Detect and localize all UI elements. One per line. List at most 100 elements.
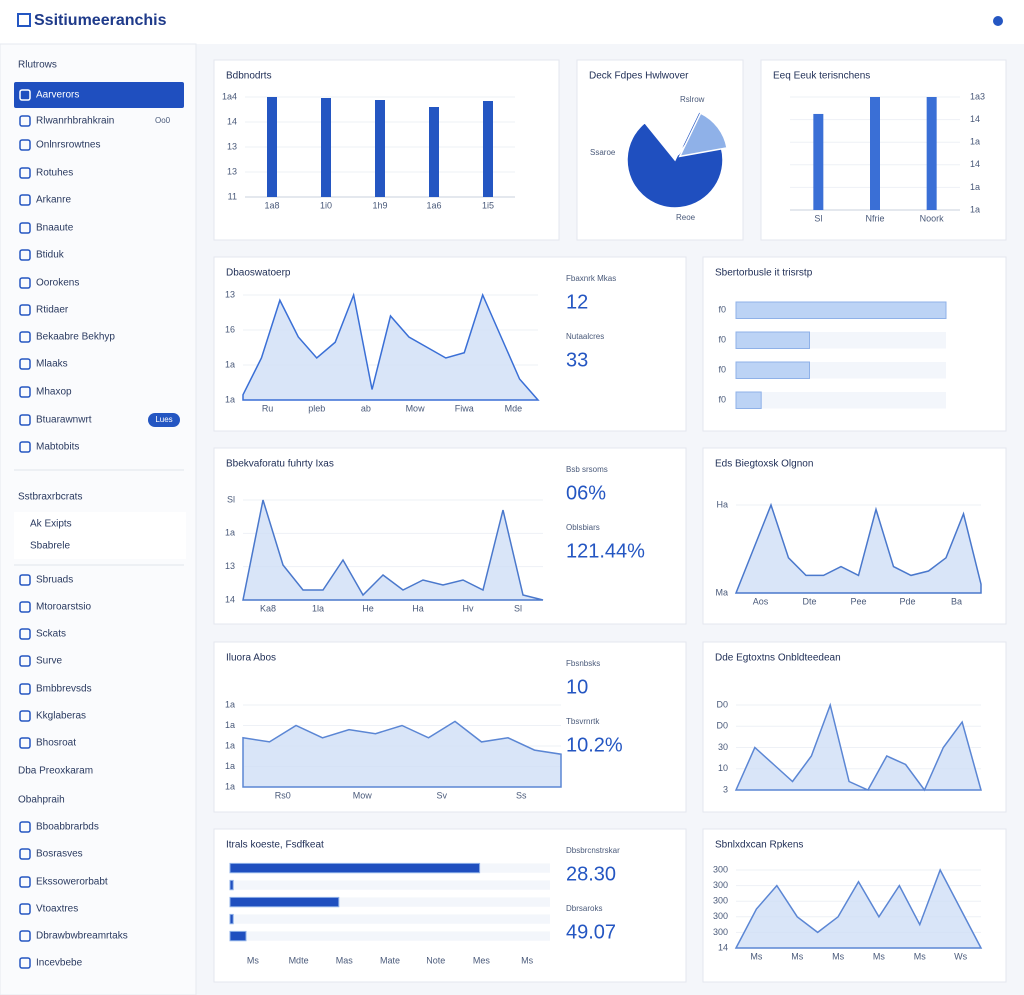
hbar	[735, 361, 810, 379]
nav-item[interactable]: Rtidaer	[36, 305, 69, 316]
y-tick-label: 3	[723, 784, 728, 794]
nav-item[interactable]: Surve	[36, 656, 63, 667]
nav-item[interactable]: Incevbebe	[36, 958, 83, 969]
y-tick-label: 1a3	[970, 91, 985, 101]
y-tick-label: 11	[228, 191, 237, 201]
x-tick-label: 1a8	[264, 200, 279, 210]
nav-item[interactable]: Mlaaks	[36, 359, 68, 370]
y-tick-label: 1a	[225, 761, 235, 771]
stat-value: 121.44%	[566, 540, 645, 562]
nav-icon	[19, 848, 31, 860]
nav-item[interactable]: Vtoaxtres	[36, 904, 78, 915]
user-icon[interactable]	[993, 16, 1003, 26]
hbar-track	[736, 392, 946, 409]
nav-item[interactable]: Sbabrele	[30, 541, 70, 552]
x-tick-label: Ms	[750, 951, 762, 961]
nav-icon	[19, 930, 31, 942]
nav-icon	[19, 876, 31, 888]
x-tick-label: 1i5	[482, 200, 494, 210]
pie-label: Ssaroe	[590, 148, 616, 157]
nav-item[interactable]: Ak Exipts	[30, 519, 72, 530]
x-tick-label: pleb	[308, 403, 325, 413]
stat-label: Fbsnbsks	[566, 659, 600, 668]
nav-item[interactable]: Sbruads	[36, 575, 73, 586]
area-line	[734, 868, 983, 949]
nav-icon	[19, 655, 31, 667]
y-tick-label: D0	[716, 699, 728, 709]
nav-item[interactable]: Bekaabre Bekhyp	[36, 332, 115, 343]
stat-label: Tbsvrnrtk	[566, 717, 600, 726]
bar	[321, 98, 331, 197]
nav-item[interactable]: Bboabbrarbds	[36, 822, 99, 833]
nav-icon	[19, 683, 31, 695]
nav-item[interactable]: Oorokens	[36, 278, 79, 289]
nav-item[interactable]: Ekssowerorbabt	[36, 877, 108, 888]
y-tick-label: Ma	[715, 587, 728, 597]
nav-icon	[19, 194, 31, 206]
nav-item[interactable]: Sckats	[36, 629, 66, 640]
hbar	[229, 913, 234, 925]
y-tick-label: f0	[718, 394, 726, 404]
nav-icon	[19, 903, 31, 915]
y-tick-label: D0	[716, 721, 728, 731]
bar	[429, 107, 439, 197]
app-title: Ssitiumeeranchis	[34, 12, 167, 29]
x-tick-label: Ws	[954, 951, 967, 961]
y-tick-label: 14	[718, 942, 728, 952]
hbar	[229, 930, 247, 942]
nav-item[interactable]: Bnaaute	[36, 223, 74, 234]
bar	[375, 100, 385, 197]
y-tick-label: Sl	[227, 494, 235, 504]
card-title: Sbertorbusle it trisrstp	[715, 268, 813, 279]
y-tick-label: 14	[227, 116, 237, 126]
card-title: Itrals koeste, Fsdfkeat	[226, 840, 324, 851]
x-tick-label: He	[362, 603, 374, 613]
x-tick-label: Ms	[914, 951, 926, 961]
x-tick-label: Ms	[521, 955, 533, 965]
nav-item[interactable]: Mhaxop	[36, 387, 72, 398]
x-tick-label: 1a6	[426, 200, 441, 210]
nav-icon	[19, 601, 31, 613]
stat-label: Oblsbiars	[566, 523, 600, 532]
y-tick-label: 1a	[225, 740, 235, 750]
active-item-bg	[14, 82, 184, 108]
area-line	[734, 702, 982, 792]
hbar-track	[230, 914, 550, 924]
nav-item[interactable]: Kkglaberas	[36, 711, 86, 722]
nav-item[interactable]: Rlwanrhbrahkrain	[36, 116, 114, 127]
nav-item[interactable]: Rotuhes	[36, 168, 73, 179]
y-tick-label: 1a	[225, 781, 235, 791]
y-tick-label: 300	[713, 927, 728, 937]
nav-item[interactable]: Onlnrsrowtnes	[36, 140, 100, 151]
stat-label: Dbrsaroks	[566, 904, 602, 913]
x-tick-label: Mdte	[289, 955, 309, 965]
nav-item[interactable]: Bhosroat	[36, 738, 76, 749]
x-tick-label: Rs0	[275, 790, 291, 800]
stat-value: 06%	[566, 482, 606, 504]
x-tick-label: Ms	[832, 951, 844, 961]
nav-badge-bg	[148, 413, 180, 427]
nav-item[interactable]: Mtoroarstsio	[36, 602, 91, 613]
card-title: Eds Biegtoxsk Olgnon	[715, 459, 813, 470]
x-tick-label: Noork	[920, 213, 945, 223]
nav-item[interactable]: Bmbbrevsds	[36, 684, 92, 695]
card-title: Dde Egtoxtns Onbldteedean	[715, 653, 841, 664]
stat-value: 10	[566, 676, 588, 698]
nav-icon	[19, 249, 31, 261]
nav-icon	[19, 358, 31, 370]
y-tick-label: 1a	[225, 359, 235, 369]
nav-icon	[19, 89, 31, 101]
x-tick-label: Sl	[514, 603, 522, 613]
x-tick-label: 1h9	[372, 200, 387, 210]
nav-item[interactable]: Bosrasves	[36, 849, 83, 860]
x-tick-label: Dte	[802, 596, 816, 606]
x-tick-label: Mde	[505, 403, 523, 413]
nav-item[interactable]: Arkanre	[36, 195, 71, 206]
nav-item[interactable]: Btuarawnwrt	[36, 415, 92, 426]
nav-item[interactable]: Mabtobits	[36, 442, 79, 453]
nav-item[interactable]: Aarverors	[36, 90, 79, 101]
x-tick-label: Note	[426, 955, 445, 965]
nav-item[interactable]: Btiduk	[36, 250, 65, 261]
card	[213, 59, 560, 241]
nav-item[interactable]: Dbrawbwbreamrtaks	[36, 931, 128, 942]
